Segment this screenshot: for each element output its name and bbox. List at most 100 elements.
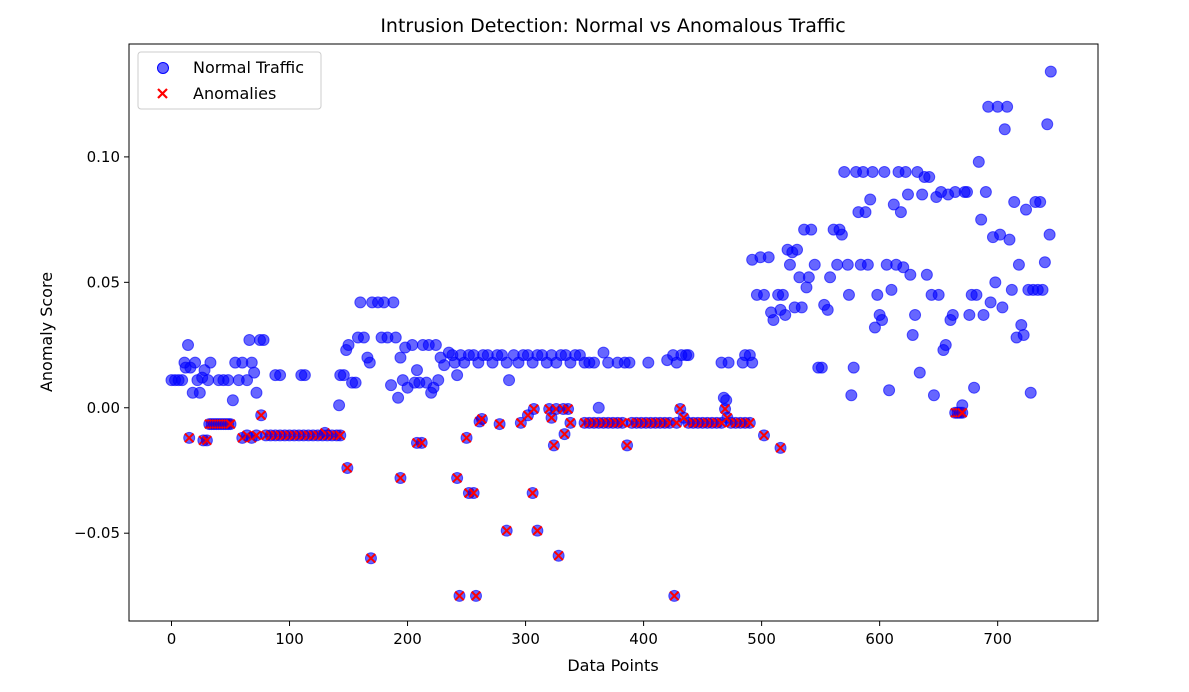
- normal-point: [1041, 118, 1054, 131]
- anomaly-point: [461, 432, 472, 443]
- normal-point: [389, 331, 402, 344]
- anomaly-point: [494, 419, 505, 430]
- legend-box: [137, 51, 322, 110]
- normal-point: [354, 296, 367, 309]
- anomaly-point: [256, 410, 267, 421]
- normal-point: [245, 356, 258, 369]
- normal-point: [927, 389, 940, 402]
- x-tick-label: 200: [393, 630, 422, 648]
- plot-frame: [128, 43, 1099, 622]
- normal-point: [960, 186, 973, 199]
- normal-point: [1044, 65, 1057, 78]
- x-tick-label: 300: [511, 630, 540, 648]
- chart-title: Intrusion Detection: Normal vs Anomalous…: [380, 15, 845, 37]
- normal-point: [503, 374, 516, 387]
- normal-point: [904, 268, 917, 281]
- normal-point: [1008, 196, 1021, 209]
- normal-point: [363, 356, 376, 369]
- normal-point: [970, 288, 983, 301]
- normal-point: [883, 384, 896, 397]
- normal-point: [349, 376, 362, 389]
- normal-point: [385, 379, 398, 392]
- normal-point: [831, 258, 844, 271]
- x-tick-label: 400: [629, 630, 658, 648]
- normal-point: [791, 243, 804, 256]
- normal-point: [946, 308, 959, 321]
- x-tick-label: 600: [865, 630, 894, 648]
- x-axis: 0 100 200 300 400 500 600 700: [167, 621, 1012, 648]
- normal-point: [642, 356, 655, 369]
- anomaly-point: [622, 440, 633, 451]
- normal-point: [994, 228, 1007, 241]
- normal-point: [920, 268, 933, 281]
- y-axis-label: Anomaly Score: [37, 272, 56, 392]
- normal-point: [500, 356, 513, 369]
- anomaly-point: [201, 435, 212, 446]
- normal-point: [916, 188, 929, 201]
- normal-point: [805, 223, 818, 236]
- normal-point: [975, 213, 988, 226]
- anomaly-point: [184, 432, 195, 443]
- normal-point: [682, 349, 695, 362]
- anomaly-point: [335, 430, 346, 441]
- normal-point: [878, 165, 891, 178]
- normal-point: [795, 301, 808, 314]
- anomaly-point: [669, 590, 680, 601]
- anomaly-point: [342, 462, 353, 473]
- normal-point: [193, 386, 206, 399]
- normal-point: [1015, 318, 1028, 331]
- normal-point: [871, 288, 884, 301]
- y-tick-label: 0.00: [87, 399, 120, 417]
- normal-point: [394, 351, 407, 364]
- normal-point: [913, 366, 926, 379]
- anomaly-point: [957, 407, 968, 418]
- anomaly-point: [744, 417, 755, 428]
- normal-point: [176, 374, 189, 387]
- normal-point: [835, 228, 848, 241]
- normal-point: [257, 334, 270, 347]
- normal-point: [802, 271, 815, 284]
- anomaly-point: [528, 404, 539, 415]
- x-axis-label: Data Points: [567, 656, 658, 675]
- normal-point: [432, 374, 445, 387]
- anomaly-point: [515, 417, 526, 428]
- normal-point: [963, 308, 976, 321]
- anomaly-point: [452, 472, 463, 484]
- x-tick-label: 0: [167, 630, 177, 648]
- legend-normal-label: Normal Traffic: [193, 58, 304, 77]
- normal-point: [899, 165, 912, 178]
- normal-point: [387, 296, 400, 309]
- normal-point: [779, 308, 792, 321]
- anomaly-point: [365, 553, 376, 564]
- normal-point: [722, 356, 735, 369]
- normal-point: [1017, 329, 1030, 342]
- normal-point: [1003, 233, 1016, 246]
- anomaly-points: [183, 403, 969, 602]
- normal-point: [588, 356, 601, 369]
- normal-point: [438, 359, 451, 372]
- normal-point: [1012, 258, 1025, 271]
- normal-point: [842, 288, 855, 301]
- normal-point: [838, 165, 851, 178]
- y-tick-label: 0.10: [87, 148, 120, 166]
- legend: Normal Traffic Anomalies: [137, 51, 322, 110]
- normal-point: [864, 193, 877, 206]
- normal-point: [189, 356, 202, 369]
- normal-point: [243, 334, 256, 347]
- normal-point: [410, 364, 423, 377]
- normal-point: [845, 389, 858, 402]
- normal-point: [998, 123, 1011, 136]
- normal-point: [887, 198, 900, 211]
- normal-point: [824, 271, 837, 284]
- normal-point: [767, 313, 780, 326]
- normal-point: [597, 346, 610, 359]
- normal-point: [841, 258, 854, 271]
- normal-point: [757, 288, 770, 301]
- normal-point: [1043, 228, 1056, 241]
- normal-point: [342, 339, 355, 352]
- anomaly-point: [416, 437, 427, 448]
- normal-point: [909, 308, 922, 321]
- normal-point: [821, 303, 834, 316]
- anomaly-point: [775, 442, 786, 453]
